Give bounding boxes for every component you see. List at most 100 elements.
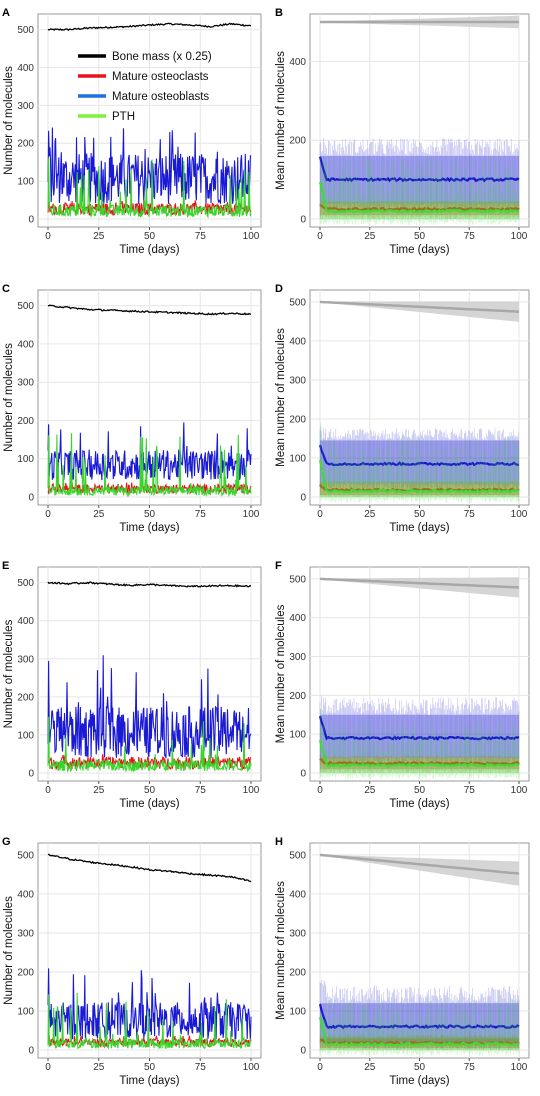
- y-tick-label: 300: [17, 101, 34, 112]
- x-axis-label: Time (days): [389, 522, 449, 534]
- x-axis-label: Time (days): [119, 244, 179, 256]
- series-pth-spread: [319, 708, 520, 779]
- x-tick-label: 50: [414, 231, 426, 242]
- panel-letter: C: [2, 283, 10, 295]
- y-tick-label: 0: [300, 215, 306, 226]
- y-tick-label: 500: [289, 297, 306, 308]
- legend-label: Mature osteoblasts: [112, 91, 209, 103]
- x-tick-label: 100: [243, 1062, 260, 1073]
- y-tick-label: 200: [17, 692, 34, 703]
- x-tick-label: 25: [364, 509, 376, 520]
- series-bone-mass-x-0-25--band: [320, 854, 519, 886]
- y-tick-label: 300: [17, 654, 34, 665]
- y-axis-label: Mean number of molecules: [275, 881, 287, 1020]
- series-pth: [47, 433, 252, 498]
- x-tick-label: 100: [511, 785, 528, 796]
- y-tick-label: 400: [289, 336, 306, 347]
- series-bone-mass-x-0-25-: [319, 853, 520, 875]
- y-tick-label: 500: [17, 578, 34, 589]
- y-axis-label: Mean number of molecules: [275, 604, 287, 743]
- panel-E: 0 25 50 75 100 0 100 200 300 400 500 Time (days) Num…: [2, 560, 262, 810]
- x-tick-label: 100: [511, 231, 528, 242]
- panel-D: 0 25 50 75 100 0 100 200 300 400 500 Time (days) Mea…: [275, 283, 530, 534]
- y-tick-label: 400: [17, 616, 34, 627]
- series-mature-osteoclasts: [319, 203, 520, 212]
- x-axis-label: Time (days): [119, 1075, 179, 1087]
- series-bone-mass-x-0-25-: [47, 22, 252, 32]
- y-tick-label: 500: [17, 301, 34, 312]
- legend-label: Mature osteoclasts: [112, 71, 209, 83]
- panel-H: 0 25 50 75 100 0 100 200 300 400 500 Time (days) Mea…: [275, 836, 530, 1087]
- x-axis-label: Time (days): [389, 1075, 449, 1087]
- y-tick-label: 200: [289, 414, 306, 425]
- y-axis-label: Number of molecules: [3, 896, 15, 1005]
- x-tick-label: 0: [317, 509, 323, 520]
- panel-F: 0 25 50 75 100 0 100 200 300 400 500 Time (days) Mea…: [275, 560, 530, 810]
- y-axis-label: Mean number of molecules: [275, 328, 287, 467]
- series-pth-band: [320, 1036, 519, 1050]
- x-tick-label: 25: [93, 785, 105, 796]
- y-tick-label: 500: [289, 574, 306, 585]
- x-tick-label: 50: [144, 785, 156, 796]
- y-tick-label: 200: [289, 136, 306, 147]
- x-tick-label: 25: [364, 231, 376, 242]
- legend-label: PTH: [112, 111, 135, 123]
- x-tick-label: 25: [93, 231, 105, 242]
- series-bone-mass-x-0-25-: [47, 853, 252, 883]
- series-mature-osteoblasts-spread: [319, 695, 520, 766]
- panel-letter: A: [2, 7, 10, 19]
- series-pth: [47, 716, 252, 773]
- x-tick-label: 75: [195, 785, 207, 796]
- x-tick-label: 100: [511, 509, 528, 520]
- series-mature-osteoblasts: [318, 1003, 520, 1030]
- x-axis-label: Time (days): [119, 522, 179, 534]
- x-tick-label: 0: [45, 785, 51, 796]
- y-tick-label: 400: [17, 63, 34, 74]
- x-tick-label: 0: [45, 509, 51, 520]
- y-tick-label: 200: [17, 967, 34, 978]
- series-pth: [47, 992, 252, 1050]
- series-bone-mass-x-0-25-: [319, 300, 520, 313]
- y-tick-label: 400: [17, 889, 34, 900]
- x-axis-label: Time (days): [119, 798, 179, 810]
- y-tick-label: 0: [28, 769, 34, 780]
- y-axis-label: Number of molecules: [3, 66, 15, 175]
- y-tick-label: 300: [289, 375, 306, 386]
- x-tick-label: 100: [243, 785, 260, 796]
- x-tick-label: 75: [195, 509, 207, 520]
- series-mature-osteoblasts: [318, 156, 520, 183]
- y-axis-label: Mean number of molecules: [275, 51, 287, 190]
- x-tick-label: 100: [243, 231, 260, 242]
- x-tick-label: 75: [195, 1062, 207, 1073]
- y-tick-label: 200: [17, 139, 34, 150]
- panel-B: 0 25 50 75 100 0 200 400 Time (days) Mean number …: [275, 7, 530, 256]
- x-tick-label: 100: [511, 1062, 528, 1073]
- x-tick-label: 25: [364, 1062, 376, 1073]
- x-tick-label: 50: [414, 1062, 426, 1073]
- y-tick-label: 400: [17, 339, 34, 350]
- y-tick-label: 200: [17, 416, 34, 427]
- x-tick-label: 75: [195, 231, 207, 242]
- x-tick-label: 75: [464, 509, 476, 520]
- x-tick-label: 50: [144, 509, 156, 520]
- y-tick-label: 300: [289, 652, 306, 663]
- y-tick-label: 300: [17, 378, 34, 389]
- x-axis-label: Time (days): [389, 244, 449, 256]
- x-tick-label: 75: [464, 1062, 476, 1073]
- y-tick-label: 100: [17, 730, 34, 741]
- y-tick-label: 100: [17, 177, 34, 188]
- panel-letter: F: [275, 560, 282, 572]
- series-bone-mass-x-0-25-: [319, 577, 520, 589]
- x-tick-label: 25: [93, 509, 105, 520]
- y-tick-label: 0: [28, 493, 34, 504]
- x-tick-label: 0: [317, 1062, 323, 1073]
- y-axis-label: Number of molecules: [3, 619, 15, 728]
- series-bone-mass-x-0-25-: [47, 581, 252, 588]
- x-axis-label: Time (days): [389, 798, 449, 810]
- x-tick-label: 50: [144, 1062, 156, 1073]
- y-tick-label: 500: [289, 850, 306, 861]
- series-bone-mass-x-0-25-: [48, 304, 251, 316]
- x-tick-label: 50: [414, 785, 426, 796]
- series-pth: [318, 740, 520, 768]
